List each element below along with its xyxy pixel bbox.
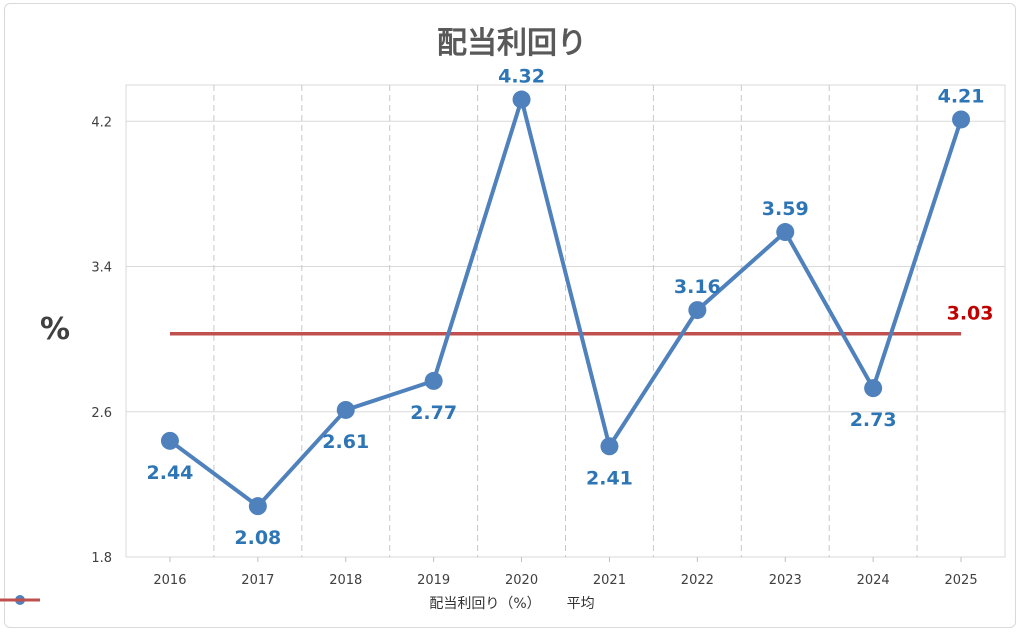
data-point (424, 371, 443, 390)
legend-item-average[interactable]: 平均 (0, 593, 595, 613)
x-tick-label: 2023 (769, 573, 802, 588)
x-tick-label: 2025 (945, 573, 978, 588)
legend-item-dividend-yield[interactable]: 配当利回り（%） (0, 593, 541, 613)
x-tick-label: 2022 (681, 573, 714, 588)
data-label: 2.08 (234, 527, 281, 549)
data-point (952, 110, 971, 129)
data-point (248, 497, 267, 516)
data-label: 2.61 (322, 431, 369, 453)
dividend-yield-line (168, 97, 963, 509)
data-label: 3.16 (674, 276, 721, 298)
data-point (160, 431, 179, 450)
data-label: 2.73 (850, 409, 897, 431)
x-tick-label: 2021 (593, 573, 626, 588)
x-tick-label: 2018 (329, 573, 362, 588)
legend-label-average: 平均 (566, 596, 595, 612)
y-tick-label: 4.2 (91, 115, 112, 130)
data-label: 4.21 (938, 85, 985, 107)
x-tick-label: 2017 (241, 573, 274, 588)
data-point (512, 90, 531, 109)
x-tick-label: 2019 (417, 573, 450, 588)
legend-line-icon (0, 598, 40, 602)
data-label: 2.44 (147, 462, 194, 484)
data-label: 2.41 (586, 467, 633, 489)
x-tick-label: 2024 (857, 573, 890, 588)
y-tick-label: 2.6 (91, 406, 112, 421)
average-data-label: 3.03 (947, 303, 994, 325)
data-point (864, 379, 883, 398)
data-label: 3.59 (762, 198, 809, 220)
data-point (336, 400, 355, 419)
chart-title: 配当利回り (437, 26, 587, 61)
data-point (600, 437, 619, 456)
data-label: 2.77 (410, 402, 457, 424)
x-tick-label: 2016 (153, 573, 186, 588)
data-label: 4.32 (498, 66, 545, 88)
y-axis-label: % (40, 312, 71, 347)
legend: 配当利回り（%） 平均 (0, 593, 1024, 613)
data-point (688, 301, 707, 320)
legend-label-dividend-yield: 配当利回り（%） (429, 596, 541, 612)
chart-frame (4, 3, 1016, 628)
y-tick-label: 3.4 (91, 261, 112, 276)
data-point (776, 223, 795, 242)
y-tick-label: 1.8 (91, 551, 112, 566)
x-tick-label: 2020 (505, 573, 538, 588)
